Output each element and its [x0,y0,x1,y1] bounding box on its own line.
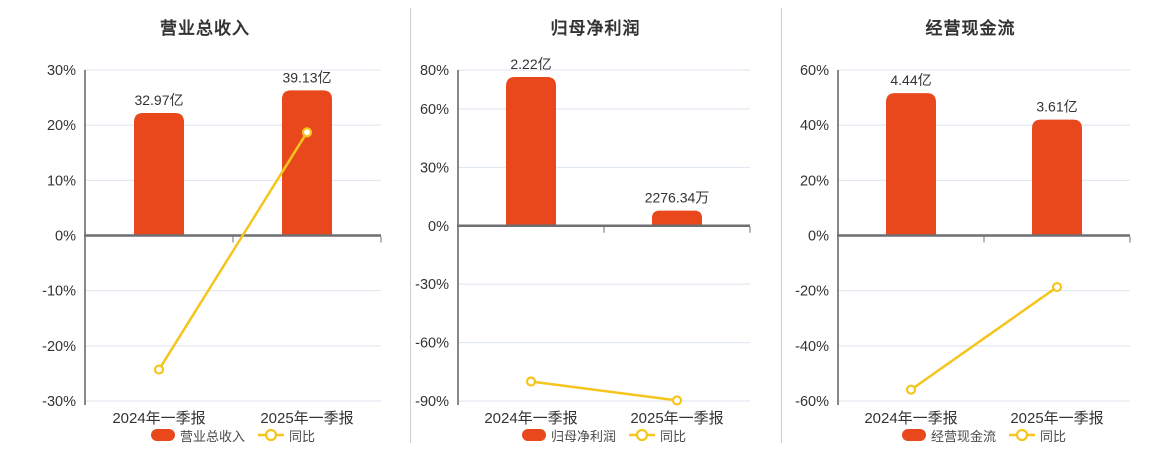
y-axis-tick-label: -60% [415,336,449,352]
chart-panel-net-profit: 归母净利润 80% 60% 30% 0% -30% -60% -90% 2.22亿 2276.3… [410,0,781,450]
x-axis-category-label: 2025年一季报 [1010,410,1103,427]
bar-2024年一季报[interactable] [134,113,184,236]
bar-2025年一季报[interactable] [652,210,702,226]
y-axis-tick-label: 60% [420,102,449,118]
bar-2024年一季报[interactable] [886,93,936,236]
bar-value-label: 32.97亿 [134,92,183,108]
y-axis-tick-label: -10% [42,284,76,300]
x-axis-category-label: 2024年一季报 [484,410,577,427]
x-axis-category-label: 2024年一季报 [864,410,957,427]
legend-bar-swatch [521,429,546,441]
chart-panel-revenue: 营业总收入 30% 20% 10% 0% -10% -20% -30% 32.97亿 39.13… [0,0,410,450]
yoy-point-2024年一季报[interactable] [153,364,165,375]
chart-canvas-net-profit: 80% 60% 30% 0% -30% -60% -90% 2.22亿 2276.34万 2024… [415,56,751,427]
y-axis-tick-label: -30% [42,394,76,410]
chart-legend-operating-cash-flow: 经营现金流 同比 [838,426,1130,445]
yoy-line [157,131,309,371]
y-axis-tick-label: 20% [800,173,829,189]
y-axis-tick-label: 30% [420,160,449,176]
legend-line-marker-icon [629,428,655,442]
y-axis-tick-label: 0% [808,229,829,245]
legend-label: 经营现金流 [930,428,996,444]
bar-value-label: 39.13亿 [282,69,331,85]
bar-value-label: 2276.34万 [645,190,710,206]
panel-divider [410,8,411,443]
y-axis-tick-label: 40% [800,118,829,134]
yoy-point-2025年一季报[interactable] [1051,281,1063,293]
y-axis-tick-label: 0% [55,229,76,245]
chart-legend-revenue: 营业总收入 同比 [85,426,381,445]
yoy-point-2025年一季报[interactable] [301,127,313,138]
chart-title-operating-cash-flow: 经营现金流 [925,19,1016,38]
yoy-line [910,286,1058,391]
panel-divider [781,8,782,443]
legend-item-归母净利润[interactable]: 归母净利润 [521,426,616,445]
legend-label: 营业总收入 [179,428,245,444]
bar-2024年一季报[interactable] [506,77,556,226]
bar-2025年一季报[interactable] [1032,119,1082,236]
legend-label: 归母净利润 [550,428,616,444]
y-axis-tick-label: -60% [795,394,829,410]
legend-item-营业总收入[interactable]: 营业总收入 [150,426,245,445]
y-axis-tick-label: 10% [47,173,76,189]
y-axis-tick-label: 20% [47,118,76,134]
chart-panel-operating-cash-flow: 经营现金流 60% 40% 20% 0% -20% -40% -60% 4.44亿 3.61亿 2… [781,0,1160,450]
legend-line-marker-icon [258,428,284,442]
legend-label: 同比 [289,428,316,444]
bar-value-label: 4.44亿 [890,72,931,88]
bar-value-label: 2.22亿 [510,56,551,72]
y-axis-tick-label: -40% [795,339,829,355]
y-axis-tick-label: 80% [420,63,449,79]
legend-label: 同比 [1040,428,1067,444]
yoy-point-2024年一季报[interactable] [905,384,917,395]
chart-title-net-profit: 归母净利润 [550,19,641,38]
legend-item-同比[interactable]: 同比 [629,426,686,445]
y-axis-tick-label: 30% [47,63,76,79]
yoy-line [530,380,678,402]
chart-title-revenue: 营业总收入 [160,19,250,38]
chart-canvas-revenue: 30% 20% 10% 0% -10% -20% -30% 32.97亿 39.13亿 2024年… [42,63,382,427]
bar-2025年一季报[interactable] [282,90,332,236]
y-axis-tick-label: -20% [42,339,76,355]
x-axis-category-label: 2025年一季报 [260,410,353,427]
y-axis-tick-label: 60% [800,63,829,79]
chart-legend-net-profit: 归母净利润 同比 [458,426,750,445]
legend-item-同比[interactable]: 同比 [1009,426,1066,445]
legend-line-marker-icon [1009,428,1035,442]
y-axis-tick-label: -30% [415,277,449,293]
y-axis-tick-label: -90% [415,394,449,410]
legend-bar-swatch [150,429,175,441]
y-axis-tick-label: -20% [795,284,829,300]
legend-item-经营现金流[interactable]: 经营现金流 [901,426,996,445]
yoy-point-2024年一季报[interactable] [525,376,537,387]
chart-canvas-operating-cash-flow: 60% 40% 20% 0% -20% -40% -60% 4.44亿 3.61亿 2024年一季… [795,63,1131,427]
x-axis-category-label: 2024年一季报 [112,410,205,427]
yoy-point-2025年一季报[interactable] [671,395,683,406]
y-axis-tick-label: 0% [428,219,449,235]
legend-bar-swatch [901,429,926,441]
x-axis-category-label: 2025年一季报 [630,410,723,427]
legend-item-同比[interactable]: 同比 [258,426,315,445]
legend-label: 同比 [660,428,687,444]
bar-value-label: 3.61亿 [1036,99,1077,115]
